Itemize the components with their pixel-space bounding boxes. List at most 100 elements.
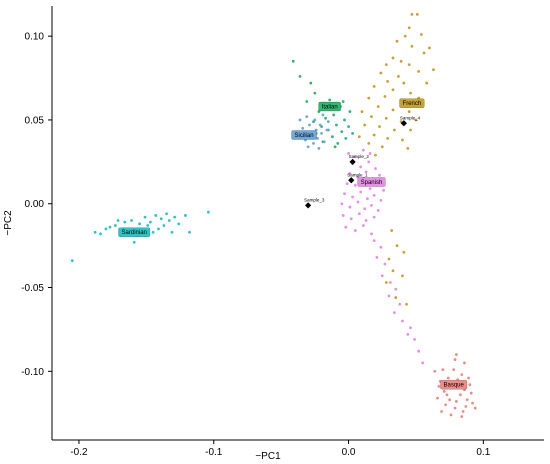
data-point-french [401,274,404,278]
x-tick-label: 0.1 [476,447,490,458]
data-point-french [432,68,435,72]
data-point-sardinian [146,224,150,227]
sample-label: Sample_2 [349,154,370,159]
data-point-sicilian [318,123,322,127]
data-point-basque [461,410,465,413]
population-labels: Sardinian Italian Sicilian French Spanish Bas… [118,98,468,390]
data-point-french [428,46,431,50]
data-point-spanish [340,202,344,206]
data-point-spanish [388,281,392,284]
data-point-basque [460,373,464,377]
data-point-basque [464,405,468,408]
data-point-spanish [343,192,346,196]
data-point-spanish [392,311,396,315]
data-point-sicilian [313,118,317,122]
y-tick-label: 0.05 [25,115,45,126]
data-point-french [407,26,411,30]
sample-marker [304,202,312,209]
data-point-italian [305,100,309,103]
data-point-basque [467,376,470,380]
label-text: Sardinian [122,230,147,236]
y-axis-title: −PC2 [3,210,14,236]
data-point-french [399,59,403,63]
data-point-spanish [370,204,373,207]
data-point-sicilian [306,145,310,149]
label-text: Sicilian [295,133,314,139]
data-point-spanish [370,232,373,236]
label-text: Spanish [361,180,383,186]
data-point-french [406,147,410,150]
data-point-sardinian [130,219,133,222]
data-point-french [374,153,377,157]
label-sardinian: Sardinian [118,227,151,237]
data-point-sardinian [143,215,147,219]
data-point-italian [309,81,313,85]
data-point-sicilian [298,118,302,122]
data-point-sicilian [301,126,305,130]
data-point-sardinian [138,222,142,226]
data-point-spanish [379,245,383,249]
data-point-sardinian [170,230,174,234]
label-box [318,101,341,112]
data-point-sardinian [157,227,160,231]
data-point-sicilian [316,136,319,140]
data-point-italian [344,136,348,140]
data-point-spanish [361,224,365,227]
data-point-spanish [347,152,350,155]
data-point-french [372,133,376,137]
data-point-italian [340,130,344,134]
x-tick-label: -0.1 [205,447,223,458]
data-point-sardinian [159,217,163,221]
data-point-sicilian [321,113,325,117]
data-point-french [379,71,383,75]
data-point-french [391,269,395,273]
x-tick-label: 0.0 [342,447,356,458]
data-point-spanish [383,262,387,266]
data-point-french [403,34,407,38]
data-point-french [410,12,414,16]
sample-label: Sample_4 [400,115,421,120]
data-point-french [372,85,376,88]
data-point-basque [437,384,441,388]
data-point-french [363,123,367,127]
x-axis-title: −PC1 [255,451,281,462]
data-point-spanish [357,212,361,216]
data-point-french [397,74,400,78]
data-point-french [405,302,408,306]
label-text: Basque [444,383,465,389]
data-point-spanish [349,217,353,221]
data-point-sardinian [113,224,117,227]
data-point-spanish [378,173,381,177]
data-point-spanish [368,187,372,191]
data-point-basque [463,361,466,365]
data-point-french [419,33,423,36]
data-point-french [391,56,395,60]
label-text: Italian [322,105,338,111]
data-point-sardinian [162,224,166,227]
data-point-spanish [341,214,345,217]
data-point-italian [330,135,334,139]
label-box [440,379,468,390]
data-point-spanish [409,326,412,330]
data-point-sardinian [93,230,97,234]
data-point-basque [446,376,450,380]
data-point-sardinian [173,215,177,219]
data-point-french [391,88,395,92]
data-point-french [407,110,411,113]
data-point-spanish [406,333,410,336]
sample-label: Sample_3 [304,197,325,202]
data-point-italian [333,145,337,149]
data-point-basque [454,400,458,403]
data-point-french [387,257,391,261]
data-point-sardinian [132,240,136,244]
data-point-french [417,69,421,73]
data-point-italian [351,131,354,135]
data-point-basque [440,410,443,413]
data-point-sardinian [108,225,112,229]
data-point-french [376,105,380,108]
data-point-sardinian [70,259,74,263]
sample-marker [348,177,355,184]
data-point-spanish [382,188,385,192]
data-point-french [383,95,387,98]
